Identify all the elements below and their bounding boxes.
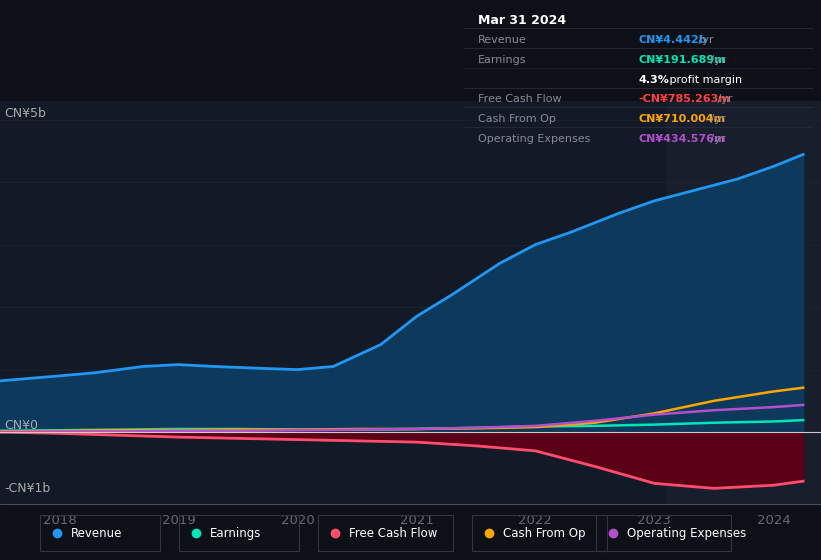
Bar — [318, 515, 453, 552]
Bar — [179, 515, 299, 552]
Text: Cash From Op: Cash From Op — [478, 114, 556, 124]
Text: Earnings: Earnings — [210, 527, 261, 540]
Text: CN¥710.004m: CN¥710.004m — [639, 114, 726, 124]
Text: CN¥434.576m: CN¥434.576m — [639, 134, 726, 144]
Text: /yr: /yr — [713, 95, 732, 104]
Text: CN¥5b: CN¥5b — [4, 106, 46, 119]
Text: -CN¥785.263m: -CN¥785.263m — [639, 95, 730, 104]
Text: CN¥191.689m: CN¥191.689m — [639, 55, 726, 65]
Text: 4.3%: 4.3% — [639, 74, 669, 85]
Text: /yr: /yr — [708, 134, 726, 144]
Text: -CN¥1b: -CN¥1b — [4, 482, 50, 494]
Text: Operating Expenses: Operating Expenses — [478, 134, 590, 144]
Text: /yr: /yr — [708, 55, 726, 65]
Text: CN¥0: CN¥0 — [4, 419, 38, 432]
Bar — [472, 515, 608, 552]
Text: Operating Expenses: Operating Expenses — [626, 527, 745, 540]
Bar — [667, 101, 821, 504]
Text: Revenue: Revenue — [478, 35, 526, 45]
Text: Cash From Op: Cash From Op — [503, 527, 585, 540]
Text: /yr: /yr — [708, 114, 726, 124]
Bar — [40, 515, 159, 552]
Text: /yr: /yr — [695, 35, 713, 45]
Text: Earnings: Earnings — [478, 55, 526, 65]
Bar — [596, 515, 731, 552]
Text: Revenue: Revenue — [71, 527, 122, 540]
Text: profit margin: profit margin — [667, 74, 742, 85]
Text: CN¥4.442b: CN¥4.442b — [639, 35, 707, 45]
Text: Mar 31 2024: Mar 31 2024 — [478, 14, 566, 27]
Text: Free Cash Flow: Free Cash Flow — [478, 95, 562, 104]
Text: Free Cash Flow: Free Cash Flow — [349, 527, 437, 540]
